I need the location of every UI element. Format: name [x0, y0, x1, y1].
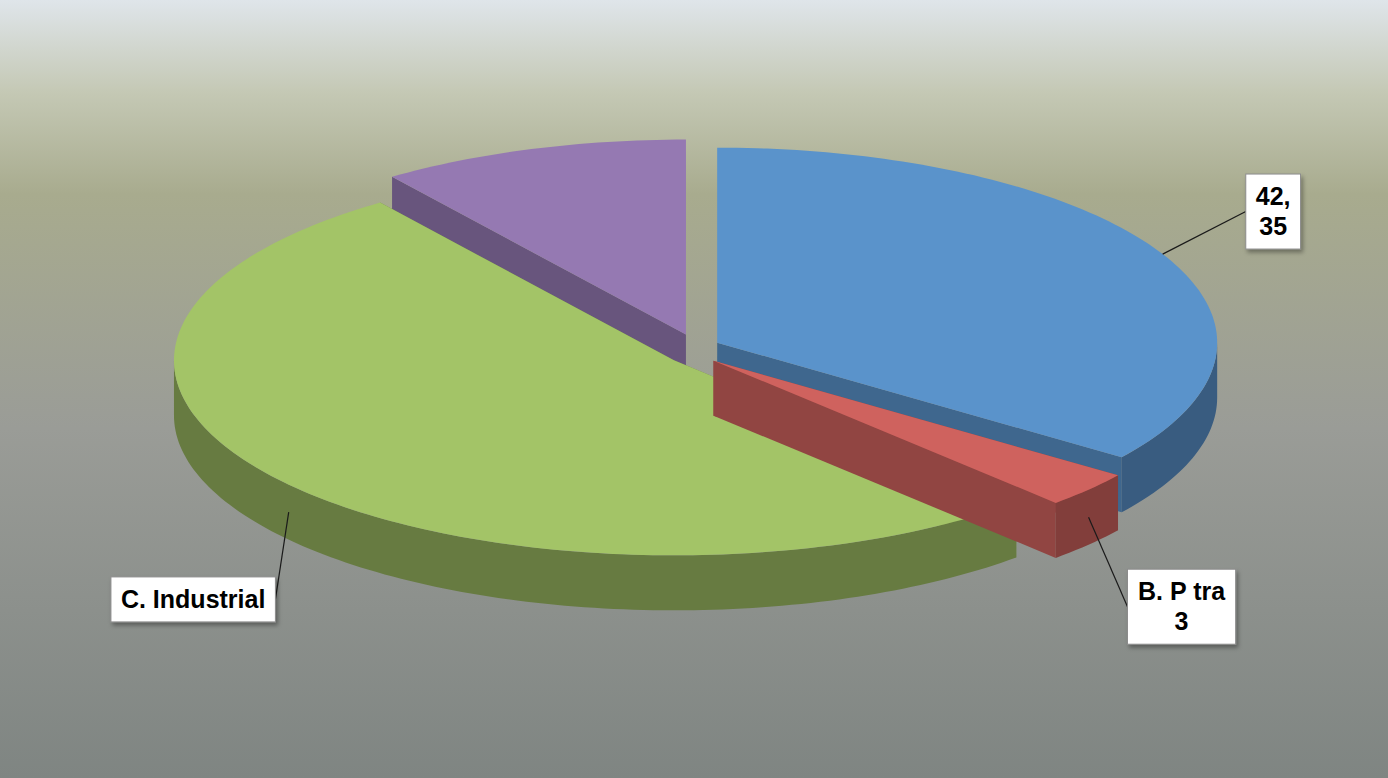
- slice: [174, 203, 1016, 611]
- data-label-box: B. P tra3: [1127, 569, 1235, 644]
- data-label-box: C. Industrial: [111, 577, 275, 622]
- leader-line: [1163, 212, 1246, 255]
- data-label: 42,: [1256, 182, 1291, 210]
- plot: [174, 140, 1217, 611]
- data-label: 35: [1259, 212, 1287, 240]
- label-box: [111, 577, 275, 622]
- label-box: [1246, 174, 1301, 249]
- slice-top: [714, 361, 1119, 503]
- data-label: C. Industrial: [121, 585, 265, 613]
- chart: 42,35 B. P tra3 C. Industrial: [0, 0, 1388, 778]
- labels: 42,35 B. P tra3 C. Industrial: [111, 174, 1301, 644]
- data-label: B. P tra: [1138, 577, 1226, 605]
- label-box: [1127, 569, 1235, 644]
- slice-top: [174, 203, 1016, 556]
- background: [0, 0, 1388, 778]
- data-label-box: 42,35: [1246, 174, 1301, 249]
- leader-line: [1089, 517, 1128, 607]
- data-label: 3: [1175, 607, 1189, 635]
- slice: [714, 361, 1119, 558]
- leader-line: [275, 512, 288, 599]
